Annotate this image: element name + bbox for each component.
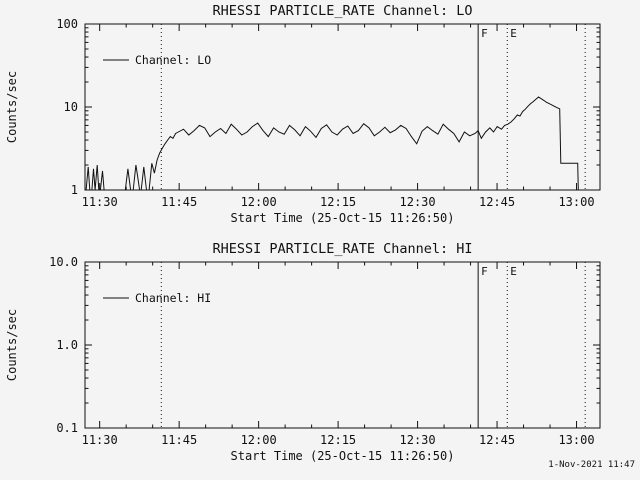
y-tick-label: 0.1 <box>56 421 78 435</box>
plot-frame <box>84 23 601 191</box>
chart-title: RHESSI PARTICLE_RATE Channel: LO <box>212 3 472 19</box>
x-tick-label: 13:00 <box>558 433 594 447</box>
x-axis-label: Start Time (25-Oct-15 11:26:50) <box>231 449 455 463</box>
y-tick-label: 10.0 <box>49 255 78 269</box>
creation-timestamp: 1-Nov-2021 11:47 <box>548 460 635 470</box>
event-label: E <box>510 27 517 40</box>
event-label: F <box>481 27 488 40</box>
chart-lo-panel: RHESSI PARTICLE_RATE Channel: LO Counts/s… <box>5 3 601 225</box>
x-tick-label: 12:15 <box>320 433 356 447</box>
y-tick-label: 10 <box>64 100 78 114</box>
event-label: E <box>510 265 517 278</box>
x-axis-label: Start Time (25-Oct-15 11:26:50) <box>231 211 455 225</box>
x-tick-label: 12:30 <box>400 195 436 209</box>
plot-frame <box>84 261 601 429</box>
x-tick-label: 13:00 <box>558 195 594 209</box>
y-axis-label: Counts/sec <box>5 71 19 143</box>
chart-hi-panel: RHESSI PARTICLE_RATE Channel: HI Counts/s… <box>5 241 601 463</box>
legend-label: Channel: HI <box>135 291 211 305</box>
y-tick-label: 1.0 <box>56 338 78 352</box>
x-tick-label: 12:45 <box>479 195 515 209</box>
data-series <box>85 96 585 191</box>
y-axis-label: Counts/sec <box>5 309 19 381</box>
x-tick-label: 11:45 <box>161 195 197 209</box>
x-tick-label: 12:30 <box>400 433 436 447</box>
y-tick-label: 1 <box>71 183 78 197</box>
x-tick-label: 12:45 <box>479 433 515 447</box>
x-tick-label: 11:30 <box>82 195 118 209</box>
x-tick-label: 12:00 <box>241 433 277 447</box>
event-label: F <box>481 265 488 278</box>
x-tick-label: 11:30 <box>82 433 118 447</box>
y-tick-label: 100 <box>56 17 78 31</box>
legend-label: Channel: LO <box>135 53 211 67</box>
x-tick-label: 11:45 <box>161 433 197 447</box>
chart-title: RHESSI PARTICLE_RATE Channel: HI <box>212 241 472 257</box>
x-tick-label: 12:00 <box>241 195 277 209</box>
x-tick-label: 12:15 <box>320 195 356 209</box>
